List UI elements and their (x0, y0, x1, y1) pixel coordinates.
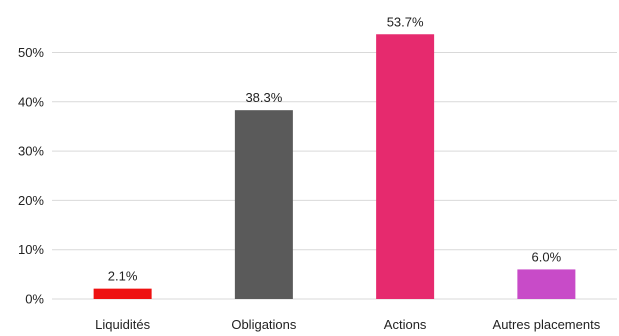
bar-autres-placements (517, 269, 576, 299)
y-tick-label: 30% (18, 144, 44, 159)
y-tick-label: 50% (18, 45, 44, 60)
data-labels: 2.1% 38.3% 53.7% 6.0% (108, 14, 562, 283)
x-category-label: Liquidités (95, 317, 150, 332)
x-axis-categories: Liquidités Obligations Actions Autres place… (95, 317, 601, 332)
data-label: 38.3% (245, 90, 282, 105)
x-category-label: Actions (384, 317, 427, 332)
data-label: 6.0% (532, 249, 562, 264)
y-tick-label: 40% (18, 94, 44, 109)
bars (93, 34, 576, 299)
y-axis-ticks: 0% 10% 20% 30% 40% 50% (18, 45, 44, 307)
y-tick-label: 20% (18, 193, 44, 208)
x-category-label: Autres placements (493, 317, 601, 332)
y-tick-label: 0% (25, 292, 44, 307)
x-category-label: Obligations (231, 317, 297, 332)
bar-obligations (234, 110, 293, 299)
y-tick-label: 10% (18, 242, 44, 257)
bar-liquidit-s (93, 288, 152, 299)
data-label: 53.7% (387, 14, 424, 29)
bar-actions (376, 34, 435, 299)
data-label: 2.1% (108, 269, 138, 284)
